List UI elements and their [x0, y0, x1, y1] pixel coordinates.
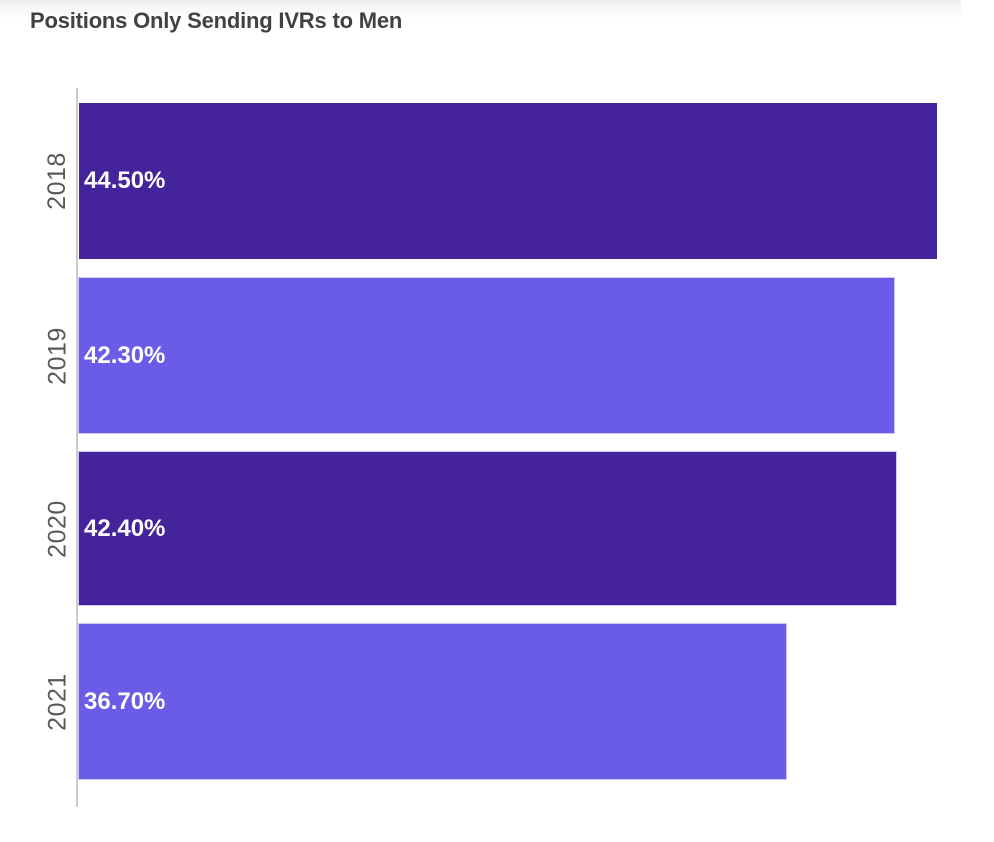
y-axis-line — [76, 88, 78, 807]
y-axis-tick-label: 2020 — [43, 499, 71, 558]
bar-value-label: 42.30% — [84, 341, 166, 369]
y-axis-tick-label: 2021 — [43, 672, 71, 731]
bar-value-label: 36.70% — [84, 687, 166, 715]
bar[interactable]: 42.30% — [78, 277, 895, 434]
bar-value-label: 44.50% — [84, 167, 166, 194]
bar[interactable]: 44.50% — [79, 103, 937, 259]
y-axis-tick-label: 2018 — [43, 152, 71, 210]
bar-value-label: 42.40% — [84, 514, 166, 542]
bar[interactable]: 42.40% — [78, 451, 897, 606]
chart-title: Positions Only Sending IVRs to Men — [30, 8, 403, 33]
y-axis-tick-label: 2019 — [43, 326, 71, 385]
bar[interactable]: 36.70% — [78, 623, 787, 780]
page-top-shadow — [0, 0, 961, 20]
